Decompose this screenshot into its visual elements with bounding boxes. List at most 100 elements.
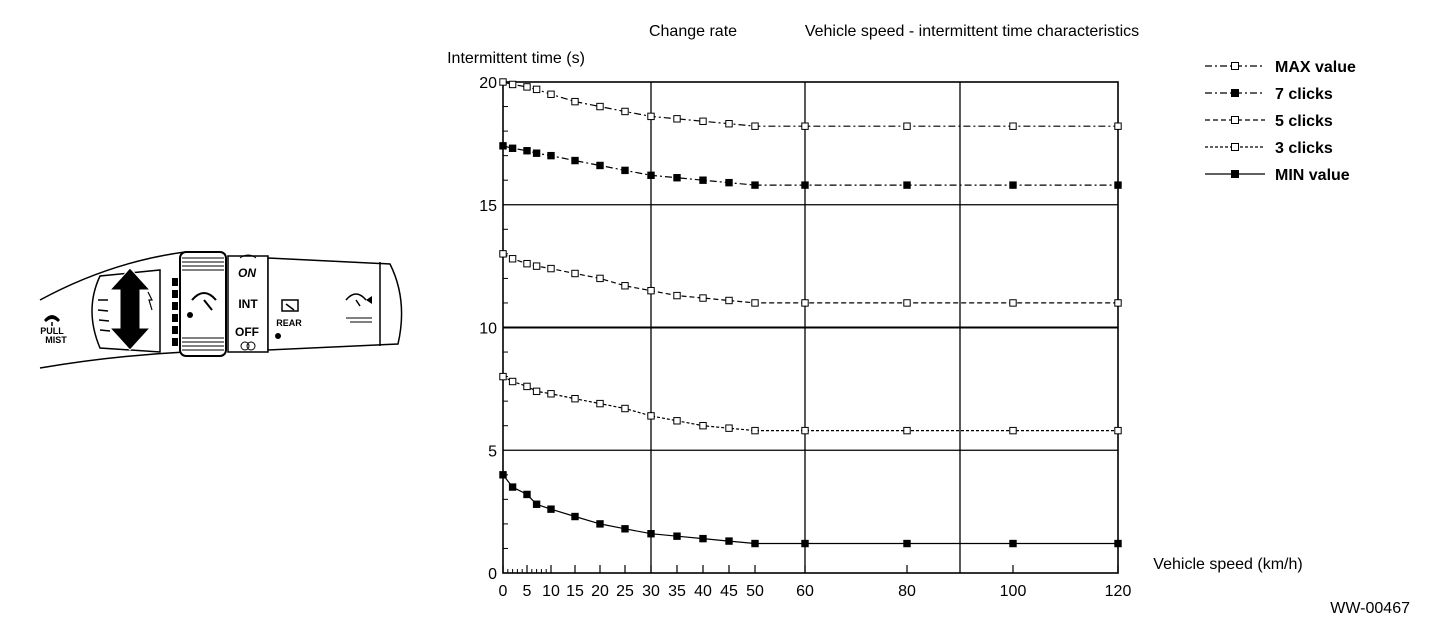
data-point xyxy=(1009,426,1017,435)
series-min-value xyxy=(499,471,1122,548)
x-axis-label: Vehicle speed (km/h) xyxy=(1153,556,1302,573)
series-max-value xyxy=(499,78,1122,130)
legend-entry: 3 clicks xyxy=(1205,140,1333,157)
int-label: INT xyxy=(238,297,258,311)
series-line xyxy=(502,376,1118,432)
legend-entry: 5 clicks xyxy=(1205,113,1333,130)
data-point xyxy=(547,151,555,160)
data-point xyxy=(547,390,555,398)
data-point xyxy=(499,142,507,150)
legend-marker xyxy=(1231,62,1239,70)
wiper-switch-illustration: PULL MIST xyxy=(39,251,403,369)
legend-marker xyxy=(1231,170,1239,178)
data-point xyxy=(532,85,541,94)
data-point xyxy=(1114,122,1122,130)
legend-label: 7 clicks xyxy=(1275,86,1333,103)
rotation-double-arrow xyxy=(108,267,152,351)
data-point xyxy=(699,534,707,543)
data-point xyxy=(508,255,517,263)
x-tick-label: 40 xyxy=(694,583,712,600)
x-tick-label: 10 xyxy=(542,583,560,600)
data-point xyxy=(647,412,655,420)
mist-label: MIST xyxy=(45,335,67,345)
chart-series xyxy=(499,78,1122,548)
y-tick-label: 5 xyxy=(488,443,497,460)
rear-washer-icon xyxy=(345,293,372,323)
data-point xyxy=(596,274,604,283)
data-point xyxy=(571,269,579,278)
data-point xyxy=(699,294,707,302)
data-point xyxy=(673,115,681,123)
data-point xyxy=(523,83,531,91)
data-point xyxy=(903,299,911,307)
data-point xyxy=(751,539,759,548)
x-tick-label: 0 xyxy=(499,583,508,600)
x-tick-label: 5 xyxy=(523,583,532,600)
legend-marker xyxy=(1231,143,1239,151)
grip-ribs xyxy=(182,257,224,351)
legend-label: MIN value xyxy=(1275,167,1350,184)
data-point xyxy=(1114,539,1122,548)
chart-grid xyxy=(503,82,1118,573)
x-tick-label: 20 xyxy=(591,583,609,600)
figure-code: WW-00467 xyxy=(1330,600,1410,617)
data-point xyxy=(532,262,541,270)
legend-entry: 7 clicks xyxy=(1205,86,1333,103)
stalk-body xyxy=(267,257,403,351)
hi-speed-icon xyxy=(239,254,257,259)
data-point xyxy=(673,291,681,300)
series-line xyxy=(502,81,1118,127)
data-point xyxy=(1009,539,1017,548)
x-tick-label: 25 xyxy=(616,583,634,600)
data-point xyxy=(532,149,541,157)
x-tick-label: 35 xyxy=(668,583,686,600)
mode-label-band xyxy=(227,255,269,353)
off-label: OFF xyxy=(235,325,259,339)
data-point xyxy=(532,500,541,508)
data-point xyxy=(751,426,759,435)
chart-title: Vehicle speed - intermittent time charac… xyxy=(805,23,1139,40)
y-tick-label: 10 xyxy=(479,321,497,338)
data-point xyxy=(1009,122,1017,130)
data-point xyxy=(499,471,507,479)
series-line xyxy=(502,474,1118,545)
data-point xyxy=(673,174,681,182)
legend-entry: MIN value xyxy=(1205,167,1350,184)
data-point xyxy=(532,387,541,396)
data-point xyxy=(596,520,604,528)
data-point xyxy=(801,122,809,130)
front-wiper-icon xyxy=(187,292,217,318)
x-tick-label: 100 xyxy=(1000,583,1027,600)
data-point xyxy=(621,107,629,116)
on-label: ON xyxy=(238,266,256,280)
legend-entry: MAX value xyxy=(1205,59,1356,76)
series-5-clicks xyxy=(499,250,1122,307)
data-point xyxy=(621,282,629,290)
plot-frame xyxy=(502,81,1119,574)
legend-label: MAX value xyxy=(1275,59,1356,76)
y-tick-label: 20 xyxy=(479,75,497,92)
data-point xyxy=(725,296,733,305)
data-point xyxy=(621,166,629,175)
legend-label: 3 clicks xyxy=(1275,140,1333,157)
data-point xyxy=(499,250,507,258)
data-point xyxy=(725,537,733,545)
data-point xyxy=(1114,426,1122,435)
column-cover-lower-edge xyxy=(39,351,186,369)
series-7-clicks xyxy=(499,142,1122,189)
data-point xyxy=(751,122,759,130)
data-point xyxy=(903,181,911,189)
data-point xyxy=(523,382,531,391)
data-point xyxy=(647,530,655,538)
x-tick-label: 15 xyxy=(566,583,584,600)
data-point xyxy=(1009,299,1017,307)
y-tick-label: 15 xyxy=(479,198,497,215)
x-tick-label: 120 xyxy=(1105,583,1132,600)
data-point xyxy=(571,512,579,521)
data-point xyxy=(571,156,579,165)
data-point xyxy=(751,181,759,189)
rear-label: REAR xyxy=(276,318,302,328)
